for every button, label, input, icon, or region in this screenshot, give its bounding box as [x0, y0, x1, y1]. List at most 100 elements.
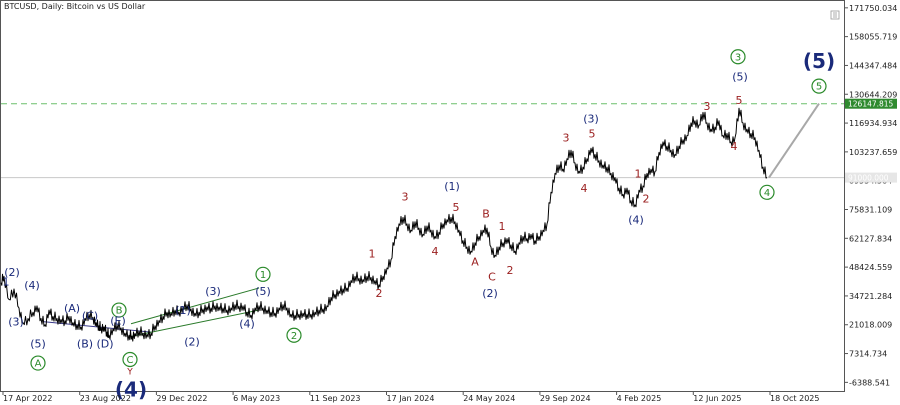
- wave-label: 4: [764, 188, 770, 199]
- x-tick-label: 4 Feb 2025: [617, 394, 662, 403]
- plot-layer: (2)1 (4)(3)(5)A(A)(C) B(E)(B) (D)CY(4)(1)(2…: [0, 49, 844, 402]
- wave-annotations: (2)1 (4)(3)(5)A(A)(C) B(E)(B) (D)CY(4)(1)(2…: [3, 49, 835, 402]
- wave-label: (2): [482, 287, 498, 300]
- price-tag-label: 126147.815: [848, 100, 894, 109]
- wave-label: (5): [732, 71, 748, 84]
- wave-label: 4: [581, 182, 588, 195]
- wave-label: 5: [589, 127, 596, 140]
- wave-label: 5: [453, 201, 460, 214]
- wave-label: (A): [64, 302, 80, 315]
- projection-line: [768, 103, 820, 179]
- chart-symbol-header: BTCUSD, Daily: Bitcoin vs US Dollar: [4, 2, 146, 11]
- y-axis: 171750.034 158055.719 144347.484 130644.209…: [844, 4, 897, 387]
- wave-label: 2: [376, 287, 383, 300]
- wave-label: Y: [126, 367, 133, 377]
- wave-label: (4): [24, 279, 40, 292]
- x-tick-label: 24 May 2024: [463, 394, 515, 403]
- wave-label: 3: [735, 52, 741, 63]
- wave-label: 4: [731, 140, 738, 153]
- price-series: [0, 103, 820, 342]
- y-tick-label: 171750.034: [849, 4, 897, 13]
- price-tag-box: [845, 98, 897, 109]
- wave-label: 1: [369, 247, 376, 260]
- wave-label: A: [35, 359, 42, 370]
- horizontal-lines: [1, 103, 844, 179]
- wave-label: (2): [4, 266, 20, 279]
- x-tick-label: 18 Oct 2025: [770, 394, 819, 403]
- wave-label: (5): [255, 285, 271, 298]
- wave-label: 5: [736, 94, 743, 107]
- trendline: [130, 287, 260, 325]
- wave-label-circle: [811, 78, 827, 94]
- wave-label-circle: [122, 351, 138, 368]
- wave-label: (1): [444, 180, 460, 193]
- wave-label: B: [116, 306, 123, 317]
- wave-label: 2: [643, 193, 650, 206]
- price-tag-box: [845, 172, 897, 183]
- chart-corner-icon[interactable]: [830, 10, 840, 20]
- price-tags: 126147.815 91000.000: [845, 98, 897, 183]
- wave-label: (B): [77, 338, 93, 351]
- wave-label: B: [482, 207, 490, 220]
- wave-label: 3: [704, 100, 711, 113]
- y-tick-label: 62127.834: [849, 234, 892, 243]
- wave-label: (C): [82, 309, 98, 322]
- x-tick-label: 17 Jan 2024: [387, 394, 435, 403]
- y-tick-label: 144347.484: [849, 61, 897, 70]
- x-tick-label: 6 May 2023: [233, 394, 280, 403]
- wave-label: (5): [803, 49, 835, 73]
- wave-label: 1: [499, 220, 506, 233]
- wave-label: (3): [8, 316, 24, 329]
- y-tick-label: 158055.719: [849, 33, 897, 42]
- y-tick-label: 130644.209: [849, 90, 897, 99]
- x-axis: 17 Apr 2022 23 Aug 2022 29 Dec 2022 6 May 2…: [2, 391, 819, 403]
- wave-label-circle: [759, 184, 775, 200]
- y-tick-label: 116934.934: [849, 119, 897, 128]
- wave-label: 3: [563, 132, 570, 145]
- wave-label: (1): [175, 304, 191, 317]
- wave-label: 1: [260, 270, 266, 281]
- y-tick-label: 48424.559: [849, 263, 892, 272]
- btcusd-price-line: [0, 107, 768, 342]
- wave-label: 2: [291, 331, 297, 342]
- price-tag-label: 91000.000: [848, 174, 889, 183]
- wave-label: (4): [239, 318, 255, 331]
- wave-label: 4: [432, 245, 439, 258]
- wave-label-circle: [255, 266, 271, 282]
- wave-label: (D): [96, 338, 113, 351]
- wave-label: (4): [628, 214, 644, 227]
- y-tick-label: 34721.284: [849, 292, 892, 301]
- x-tick-label: 11 Sep 2023: [310, 394, 361, 403]
- plot-frame: [0, 0, 845, 392]
- y-tick-label: 75831.109: [849, 205, 892, 214]
- x-tick-label: 29 Dec 2022: [156, 394, 207, 403]
- wave-label-circle: [30, 355, 46, 371]
- wave-label: (3): [205, 285, 221, 298]
- wave-label: (5): [30, 338, 46, 351]
- x-tick-label: 29 Sep 2024: [540, 394, 591, 403]
- x-tick-label: 23 Aug 2022: [80, 394, 131, 403]
- wave-label: 1: [635, 167, 642, 180]
- wave-label: 3: [402, 190, 409, 203]
- x-tick-label: 17 Apr 2022: [3, 394, 52, 403]
- y-tick-label: -6388.541: [849, 378, 890, 387]
- wave-label: (4): [115, 378, 147, 402]
- y-tick-label: 21018.009: [849, 321, 892, 330]
- wave-label: 5: [816, 82, 822, 93]
- wave-label: 2: [507, 264, 514, 277]
- wave-label: (E): [110, 315, 126, 328]
- x-tick-label: 12 Jun 2025: [693, 394, 741, 403]
- wave-label: C: [488, 270, 496, 283]
- y-tick-label: 7314.734: [849, 350, 887, 359]
- wave-label: (2): [184, 336, 200, 349]
- y-tick-label: 103237.659: [849, 148, 897, 157]
- wave-label-circle: [730, 49, 746, 65]
- wave-label-circle: [286, 327, 302, 343]
- wave-label-circle: [111, 302, 127, 318]
- wave-label: A: [471, 256, 479, 269]
- wave-label: (3): [583, 113, 599, 126]
- wave-label: C: [127, 355, 134, 366]
